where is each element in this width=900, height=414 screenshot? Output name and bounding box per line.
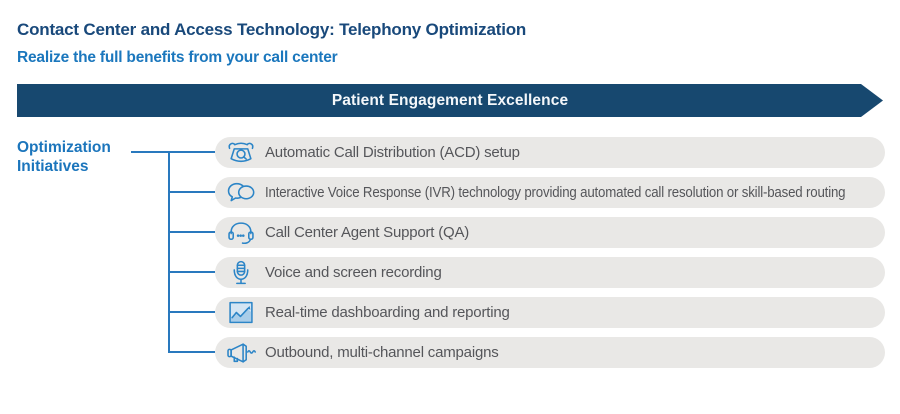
initiative-bar-agent-support: Call Center Agent Support (QA) <box>215 217 885 248</box>
connector-branch-5 <box>168 311 215 313</box>
initiative-label: Call Center Agent Support (QA) <box>265 224 470 241</box>
optimization-initiatives-label: Optimization Initiatives <box>17 139 111 175</box>
initiative-label: Real-time dashboarding and reporting <box>265 304 510 321</box>
connector-branch-2 <box>168 191 215 193</box>
initiative-label: Automatic Call Distribution (ACD) setup <box>265 144 520 161</box>
speech-bubbles-icon <box>222 179 260 206</box>
banner-label: Patient Engagement Excellence <box>331 91 569 109</box>
page-title: Contact Center and Access Technology: Te… <box>17 20 527 39</box>
connector-branch-6 <box>168 351 215 353</box>
connector-spine <box>168 151 170 353</box>
initiative-label: Voice and screen recording <box>265 264 442 281</box>
headset-icon <box>222 219 260 246</box>
initiative-label: Interactive Voice Response (IVR) technol… <box>265 184 846 201</box>
patient-engagement-arrow-banner: Patient Engagement Excellence <box>17 84 883 117</box>
microphone-icon <box>222 259 260 286</box>
initiative-bar-campaigns: Outbound, multi-channel campaigns <box>215 337 885 368</box>
rotary-phone-icon <box>222 139 260 166</box>
initiative-bar-acd: Automatic Call Distribution (ACD) setup <box>215 137 885 168</box>
initiative-bar-ivr: Interactive Voice Response (IVR) technol… <box>215 177 885 208</box>
initiative-label: Outbound, multi-channel campaigns <box>265 344 499 361</box>
connector-label-line <box>131 151 215 153</box>
initiative-bar-dashboarding: Real-time dashboarding and reporting <box>215 297 885 328</box>
dashboard-chart-icon <box>222 299 260 326</box>
connector-branch-4 <box>168 271 215 273</box>
megaphone-icon <box>222 339 260 366</box>
initiative-bar-recording: Voice and screen recording <box>215 257 885 288</box>
connector-branch-3 <box>168 231 215 233</box>
page-subtitle: Realize the full benefits from your call… <box>17 49 338 66</box>
